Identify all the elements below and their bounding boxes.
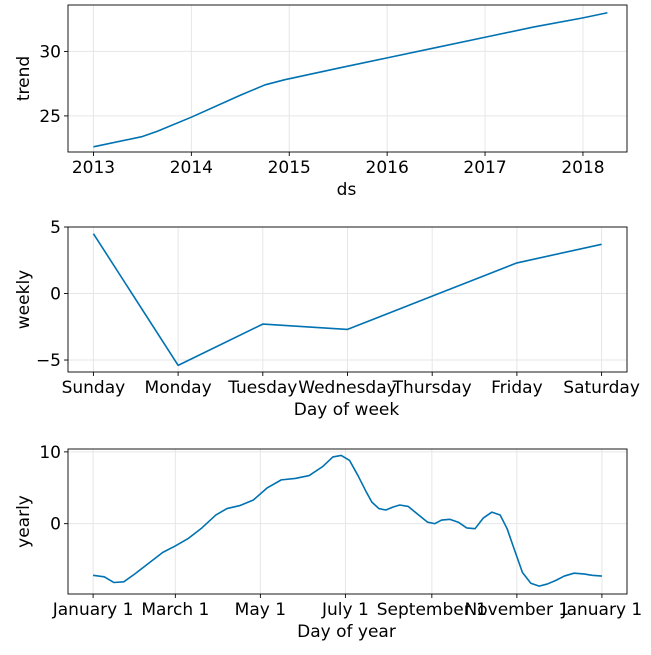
yearly-x-tick-label: November 1 (465, 600, 570, 620)
weekly-x-tick-label: Saturday (563, 378, 640, 398)
trend-x-tick-label: 2013 (72, 158, 115, 178)
weekly-y-axis-label: weekly (14, 270, 34, 329)
yearly-x-tick-label: January 1 (561, 600, 643, 620)
weekly-x-axis-label: Day of week (294, 400, 400, 420)
yearly-y-axis-label: yearly (14, 495, 34, 548)
yearly-x-tick-label: September 1 (377, 600, 487, 620)
trend-y-axis-label: trend (14, 56, 34, 101)
trend-panel: 2013 2014 2015 2016 2017 2018 25 30 ds trend (14, 4, 628, 200)
yearly-series-line (92, 454, 602, 587)
weekly-y-tick-label: 5 (50, 218, 61, 238)
trend-x-tick-label: 2018 (561, 158, 604, 178)
weekly-y-tick-label: 0 (50, 285, 61, 305)
yearly-x-tick-label: July 1 (321, 600, 369, 620)
trend-series-line (93, 11, 608, 148)
trend-y-tick-label: 30 (39, 42, 61, 62)
trend-y-tick-label: 25 (39, 107, 61, 127)
weekly-x-tick-label: Tuesday (227, 378, 297, 398)
trend-x-tick-label: 2014 (170, 158, 213, 178)
weekly-y-tick-label: −5 (36, 351, 61, 371)
trend-x-axis-label: ds (337, 180, 357, 200)
trend-x-tick-label: 2015 (268, 158, 311, 178)
yearly-axes-frame (67, 448, 628, 595)
weekly-x-tick-label: Thursday (392, 378, 472, 398)
trend-axes-frame (67, 4, 628, 153)
yearly-x-tick-label: January 1 (52, 600, 134, 620)
yearly-x-tick-label: March 1 (141, 600, 209, 620)
trend-x-tick-label: 2016 (366, 158, 409, 178)
yearly-x-tick-label: May 1 (235, 600, 286, 620)
yearly-y-tick-label: 0 (50, 515, 61, 535)
weekly-x-tick-label: Sunday (62, 378, 126, 398)
yearly-y-tick-label: 10 (39, 443, 61, 463)
weekly-x-tick-label: Monday (145, 378, 212, 398)
weekly-x-tick-label: Wednesday (298, 378, 396, 398)
yearly-panel: January 1 March 1 May 1 July 1 September 1No… (14, 443, 642, 642)
trend-x-tick-label: 2017 (463, 158, 506, 178)
weekly-series-line (92, 233, 602, 367)
yearly-x-axis-label: Day of year (297, 622, 396, 642)
weekly-x-tick-label: Friday (491, 378, 543, 398)
